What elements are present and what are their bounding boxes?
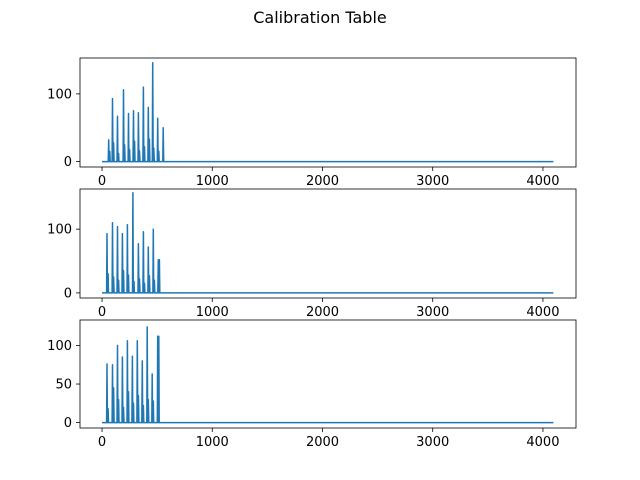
subplot-2: 0 1000 2000 3000 4000 0 100: [47, 188, 577, 320]
subplot-1: 0 1000 2000 3000 4000 0 100: [47, 57, 577, 189]
x-tick-label: 4000: [526, 435, 559, 450]
figure-title: Calibration Table: [253, 8, 387, 27]
x-tick-label: 0: [98, 435, 106, 450]
y-tick-label: 50: [55, 378, 72, 393]
x-tick-label: 2000: [306, 435, 339, 450]
x-tick-label: 1000: [196, 435, 229, 450]
axes-frame: [79, 319, 577, 429]
x-tick-label: 3000: [416, 435, 449, 450]
series-line-2: [102, 192, 554, 294]
x-tick-label: 0: [98, 305, 106, 320]
x-tick-label: 1000: [196, 305, 229, 320]
axes-frame: [79, 188, 577, 299]
x-tick-label: 2000: [306, 174, 339, 189]
y-tick-label: 0: [64, 286, 72, 301]
y-tick-label: 100: [47, 87, 72, 102]
x-tick-label: 4000: [526, 305, 559, 320]
y-tick-label: 0: [64, 155, 72, 170]
y-tick-label: 0: [64, 416, 72, 431]
subplot-3: 0 1000 2000 3000 4000 0 50 100: [47, 319, 577, 450]
x-tick-label: 3000: [416, 174, 449, 189]
x-tick-label: 3000: [416, 305, 449, 320]
x-tick-label: 2000: [306, 305, 339, 320]
x-tick-label: 1000: [196, 174, 229, 189]
y-tick-label: 100: [47, 339, 72, 354]
x-tick-label: 0: [98, 174, 106, 189]
y-tick-label: 100: [47, 223, 72, 238]
x-tick-label: 4000: [526, 174, 559, 189]
series-line-1: [102, 61, 554, 163]
axes-frame: [79, 57, 577, 168]
series-line-3: [102, 326, 554, 424]
